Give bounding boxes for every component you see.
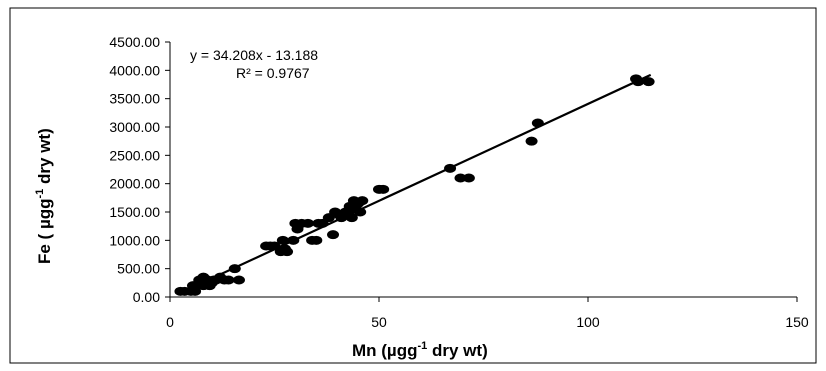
y-tick-label: 1500.00 bbox=[109, 204, 160, 220]
x-axis-title-sup: -1 bbox=[418, 340, 428, 352]
data-point bbox=[632, 77, 645, 87]
x-tick-label: 100 bbox=[576, 314, 600, 330]
x-axis-title: Mn (µgg-1 dry wt) bbox=[352, 340, 488, 360]
y-tick-label: 4000.00 bbox=[109, 62, 160, 78]
y-tick-labels: 0.00 500.00 1000.00 1500.00 2000.00 2500.00 30… bbox=[109, 34, 160, 305]
trendline bbox=[179, 73, 652, 294]
x-tick-label: 0 bbox=[166, 314, 174, 330]
data-points bbox=[174, 74, 655, 296]
data-point bbox=[531, 118, 544, 128]
trendline-equation: y = 34.208x - 13.188 bbox=[190, 47, 318, 63]
data-point bbox=[222, 275, 235, 285]
data-point bbox=[354, 207, 367, 217]
data-point bbox=[281, 247, 294, 257]
data-point bbox=[345, 213, 358, 223]
x-tick-labels: 0 50 100 150 bbox=[166, 314, 809, 330]
y-axis-title-end: dry wt) bbox=[35, 128, 54, 188]
r-squared-label: R² = 0.9767 bbox=[236, 65, 310, 81]
x-axis-title-main: Mn (µgg bbox=[352, 341, 418, 360]
y-tick-label: 500.00 bbox=[117, 261, 160, 277]
x-axis-title-end: dry wt) bbox=[427, 341, 487, 360]
axes bbox=[165, 41, 798, 302]
x-tick-label: 150 bbox=[785, 314, 809, 330]
data-point bbox=[356, 196, 369, 206]
data-point bbox=[454, 173, 467, 183]
x-tick-label: 50 bbox=[371, 314, 387, 330]
y-tick-label: 2000.00 bbox=[109, 176, 160, 192]
data-point bbox=[301, 218, 314, 228]
data-point bbox=[232, 275, 245, 285]
y-axis-title: Fe ( µgg-1 dry wt) bbox=[34, 128, 54, 264]
y-tick-label: 2500.00 bbox=[109, 147, 160, 163]
trendline-group bbox=[179, 73, 652, 294]
y-tick-label: 3500.00 bbox=[109, 91, 160, 107]
y-tick-label: 3000.00 bbox=[109, 119, 160, 135]
y-tick-label: 1000.00 bbox=[109, 232, 160, 248]
data-point bbox=[525, 136, 538, 146]
data-point bbox=[276, 235, 289, 245]
y-tick-label: 4500.00 bbox=[109, 34, 160, 50]
data-point bbox=[310, 235, 323, 245]
data-point bbox=[444, 163, 457, 173]
data-point bbox=[228, 264, 241, 274]
data-point bbox=[642, 77, 655, 87]
data-point bbox=[327, 230, 340, 240]
data-point bbox=[462, 173, 475, 183]
y-axis-title-main: Fe ( µgg bbox=[35, 198, 54, 264]
y-axis-title-sup: -1 bbox=[34, 189, 46, 199]
data-point bbox=[377, 184, 390, 194]
y-tick-label: 0.00 bbox=[133, 289, 160, 305]
data-point bbox=[287, 235, 300, 245]
